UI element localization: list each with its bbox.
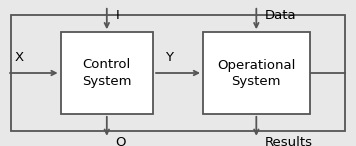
Text: I: I bbox=[116, 9, 120, 22]
Bar bbox=[61, 32, 153, 114]
Bar bbox=[203, 32, 310, 114]
Text: Control
System: Control System bbox=[82, 59, 132, 87]
Text: Y: Y bbox=[166, 51, 173, 64]
Text: Operational
System: Operational System bbox=[217, 59, 295, 87]
Text: Results: Results bbox=[265, 136, 313, 146]
Text: Data: Data bbox=[265, 9, 297, 22]
Text: O: O bbox=[116, 136, 126, 146]
Text: X: X bbox=[14, 51, 23, 64]
Bar bbox=[11, 15, 345, 131]
